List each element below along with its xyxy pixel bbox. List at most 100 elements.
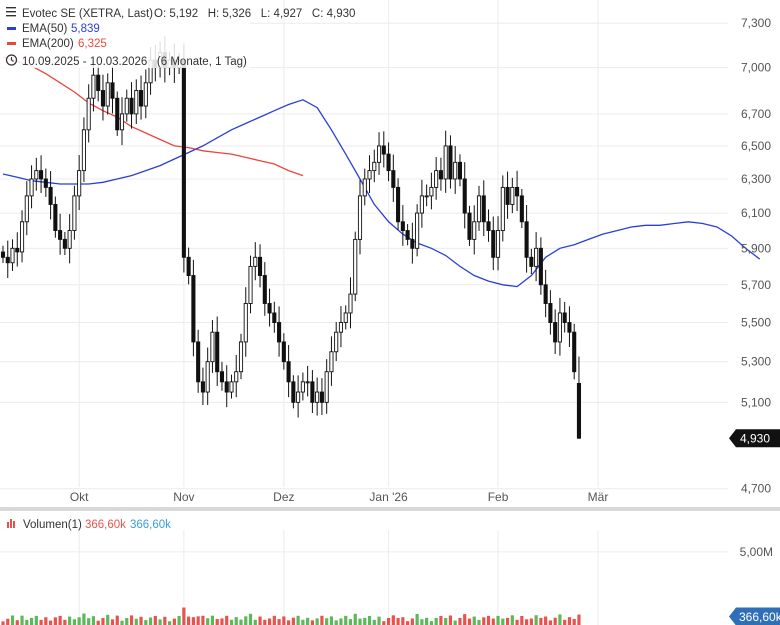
- chart-title: Evotec SE (XETRA, Last): [22, 8, 153, 20]
- menu-bar: [6, 7, 16, 9]
- volume-bar: [163, 616, 167, 625]
- volume-bar: [258, 616, 262, 625]
- candle: [543, 269, 548, 318]
- candle: [576, 356, 582, 439]
- volume-bar: [15, 620, 19, 625]
- ema200-label: EMA(200): [22, 38, 74, 50]
- volume-bar: [434, 617, 438, 625]
- volume-bar: [429, 621, 433, 625]
- volume-bar: [125, 618, 129, 625]
- candle: [186, 247, 191, 285]
- candle: [419, 179, 424, 228]
- candles: [0, 36, 582, 439]
- candle: [5, 240, 10, 279]
- volume-bar: [134, 618, 138, 625]
- candle: [86, 84, 91, 143]
- candle: [224, 365, 229, 408]
- candle: [124, 89, 129, 122]
- volume-bar: [482, 617, 486, 625]
- volume-bar: [520, 615, 524, 625]
- volume-bar: [496, 615, 500, 625]
- candle: [91, 60, 96, 112]
- volume-bar: [363, 617, 367, 625]
- volume-bar: [39, 619, 43, 625]
- volume-bar: [215, 618, 219, 625]
- volume-bar: [20, 615, 24, 625]
- ema50-value: 5,839: [71, 23, 100, 35]
- candle: [462, 162, 467, 229]
- volume-bar: [539, 617, 543, 625]
- candle: [138, 75, 144, 120]
- ema50-line: [2, 99, 761, 288]
- volume-bar: [168, 621, 172, 625]
- volume-bar: [229, 619, 234, 625]
- volume-bar: [196, 616, 200, 625]
- candle: [15, 232, 20, 267]
- volume-bar: [210, 615, 215, 625]
- y-tick-label: 5,100: [741, 395, 771, 409]
- volume-bar: [486, 615, 491, 625]
- candle: [538, 237, 543, 295]
- candle: [353, 231, 358, 302]
- candle: [338, 306, 344, 348]
- candle: [10, 239, 15, 271]
- volume-bar: [272, 615, 276, 625]
- chart-menu-icon[interactable]: [6, 7, 16, 17]
- volume-bar: [139, 616, 143, 625]
- volume-bar: [544, 616, 548, 625]
- candle: [257, 244, 263, 288]
- volume-bar: [182, 607, 186, 625]
- candle: [300, 372, 305, 401]
- ohlc-values: O: 5,192 H: 5,326 L: 4,927 C: 4,930: [154, 8, 355, 20]
- candle: [39, 155, 44, 193]
- volume-bar: [477, 619, 481, 625]
- volume-last-tag: 366,60k: [729, 607, 780, 625]
- volume-bar: [463, 614, 467, 625]
- volume-bar: [206, 618, 210, 625]
- volume-bar: [220, 618, 224, 625]
- volume-bar: [534, 615, 538, 625]
- volume-bar: [377, 616, 381, 625]
- volume-last-label: 366,60k: [739, 610, 780, 624]
- date-range: 10.09.2025 - 10.03.2026 (6 Monate, 1 Tag…: [22, 56, 247, 68]
- volume-bar: [53, 617, 57, 625]
- candle: [24, 181, 29, 236]
- volume-bar: [239, 619, 243, 625]
- volume-tick-label: 5,00M: [740, 545, 773, 559]
- candle: [67, 214, 72, 264]
- candle: [205, 347, 210, 405]
- candle: [110, 66, 115, 114]
- candle: [129, 82, 134, 129]
- candle: [229, 374, 234, 399]
- volume-bar: [553, 617, 557, 625]
- candle: [334, 321, 339, 362]
- volume-bar: [401, 617, 405, 625]
- candle: [367, 155, 372, 194]
- volume-bar: [491, 618, 495, 625]
- candle: [253, 242, 258, 281]
- volume-bar: [253, 619, 257, 625]
- volume-bar: [558, 614, 562, 625]
- pane-separator[interactable]: [0, 507, 780, 511]
- y-tick-label: 5,300: [741, 355, 771, 369]
- candle: [481, 180, 486, 237]
- candle: [376, 132, 382, 175]
- candle: [215, 316, 220, 386]
- candle: [53, 196, 58, 238]
- volume-bar: [458, 617, 462, 625]
- candle: [196, 329, 201, 393]
- candle: [348, 277, 353, 329]
- candle: [438, 157, 443, 191]
- candle: [181, 43, 186, 273]
- candle: [410, 222, 415, 264]
- volume-bar: [444, 618, 448, 625]
- candle: [495, 216, 501, 271]
- volume-bar: [187, 616, 191, 625]
- volume-bars: [1, 607, 581, 625]
- volume-bar: [396, 618, 400, 625]
- volume-bar: [472, 616, 476, 625]
- volume-bar: [525, 619, 529, 625]
- candle: [553, 309, 558, 354]
- volume-bar: [329, 616, 334, 625]
